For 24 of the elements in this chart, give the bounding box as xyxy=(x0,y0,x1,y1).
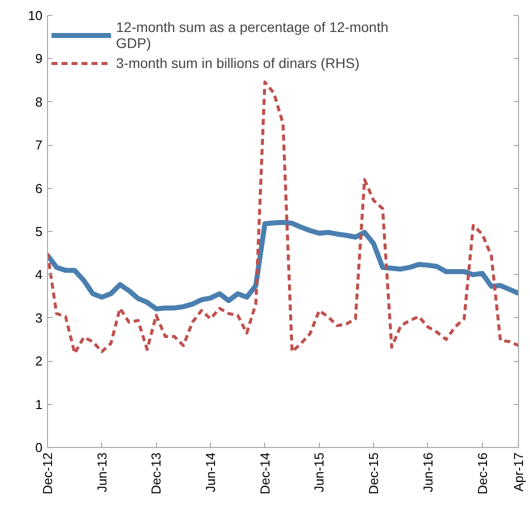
y-tick-label: 6 xyxy=(35,180,43,196)
x-tick-label: Dec-14 xyxy=(257,452,272,494)
legend-label: 12-month sum as a percentage of 12-month GDP) xyxy=(116,19,388,51)
y-tick-label: 9 xyxy=(35,51,43,66)
x-tick-label: Apr-17 xyxy=(511,452,526,492)
x-tick-label: Jun-13 xyxy=(94,452,110,492)
x-tick-label: Dec-15 xyxy=(366,452,382,494)
x-tick-label: Jun-15 xyxy=(312,452,327,492)
legend-label: 3-month sum in billions of dinars (RHS) xyxy=(116,55,360,71)
y-tick-label: 3 xyxy=(35,310,43,326)
y-tick-label: 1 xyxy=(35,396,43,412)
y-tick-label: 7 xyxy=(35,138,43,153)
y-tick-label: 8 xyxy=(35,94,43,110)
x-tick-label: Dec-12 xyxy=(40,452,55,494)
x-tick-label: Dec-16 xyxy=(474,452,490,494)
y-tick-label: 4 xyxy=(35,267,43,282)
x-tick-label: Jun-16 xyxy=(420,452,436,492)
line-series xyxy=(48,80,518,355)
x-tick-label: Dec-13 xyxy=(148,452,164,494)
y-tick-label: 5 xyxy=(35,224,43,239)
x-tick-label: Jun-14 xyxy=(203,452,218,492)
y-tick-label: 0 xyxy=(35,440,43,455)
y-tick-label: 2 xyxy=(35,354,43,369)
y-tick-label: 10 xyxy=(28,8,43,23)
